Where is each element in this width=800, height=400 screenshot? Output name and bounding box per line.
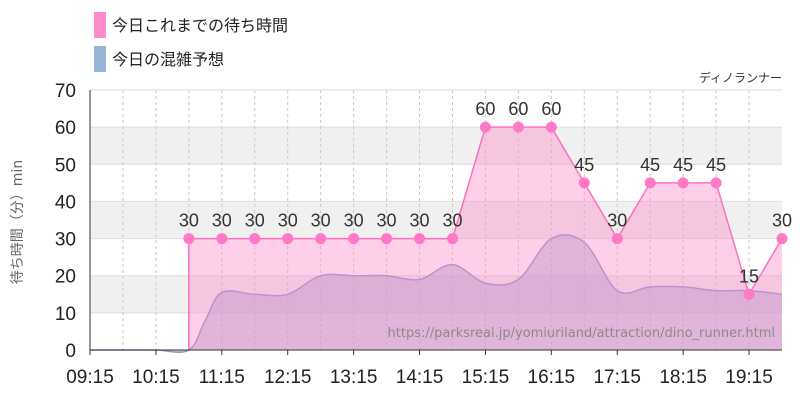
- actual-point: [414, 233, 426, 245]
- value-label: 45: [673, 155, 693, 175]
- actual-point: [446, 233, 458, 245]
- value-label: 30: [212, 211, 232, 231]
- actual-point: [479, 121, 491, 133]
- value-label: 30: [179, 211, 199, 231]
- x-tick-labels: 09:15 10:15 11:15 12:15 13:15 14:15 15:15 16:15…: [66, 350, 773, 388]
- x-tick-label: 11:15: [199, 367, 245, 388]
- x-tick-label: 15:15: [462, 367, 510, 388]
- legend: 今日これまでの待ち時間 今日の混雑予想: [94, 12, 288, 72]
- y-tick-label: 40: [55, 192, 76, 213]
- y-tick-label: 20: [55, 267, 76, 288]
- actual-point: [545, 121, 557, 133]
- value-label: 30: [442, 211, 462, 231]
- legend-label-actual: 今日これまでの待ち時間: [112, 16, 288, 35]
- y-tick-label: 50: [55, 155, 76, 176]
- actual-point: [512, 121, 524, 133]
- value-label: 30: [278, 211, 298, 231]
- value-label: 60: [475, 99, 495, 119]
- actual-point: [710, 177, 722, 189]
- x-tick-label: 16:15: [528, 367, 576, 388]
- legend-swatch-forecast: [94, 46, 106, 72]
- grid-band: [90, 127, 782, 165]
- y-tick-label: 0: [65, 341, 76, 362]
- value-label: 60: [541, 99, 561, 119]
- value-label: 45: [640, 155, 660, 175]
- actual-point: [743, 288, 755, 300]
- x-tick-label: 19:15: [725, 367, 773, 388]
- actual-point: [677, 177, 689, 189]
- x-tick-label: 09:15: [66, 367, 114, 388]
- forecast-series: [90, 233, 783, 353]
- y-tick-label: 10: [55, 304, 76, 325]
- actual-point: [315, 233, 327, 245]
- actual-point: [249, 233, 261, 245]
- x-tick-label: 12:15: [264, 367, 312, 388]
- value-label: 45: [574, 155, 594, 175]
- value-label: 60: [508, 99, 528, 119]
- actual-series: [183, 121, 788, 351]
- legend-label-forecast: 今日の混雑予想: [112, 50, 224, 69]
- x-tick-label: 13:15: [330, 367, 378, 388]
- value-label: 30: [344, 211, 364, 231]
- actual-point: [183, 233, 195, 245]
- value-label: 30: [245, 211, 265, 231]
- value-label: 30: [772, 211, 792, 231]
- actual-area: [188, 127, 782, 351]
- y-axis-label: 待ち時間（分）min: [10, 160, 26, 284]
- x-tick-label: 17:15: [593, 367, 641, 388]
- actual-point: [216, 233, 228, 245]
- actual-point: [348, 233, 360, 245]
- value-label: 30: [607, 211, 627, 231]
- forecast-line: [90, 233, 783, 353]
- grid-band: [90, 201, 782, 239]
- attraction-name: ディノランナー: [699, 70, 782, 85]
- y-tick-labels: 0 10 20 30 40 50 60 70: [55, 81, 76, 362]
- actual-point: [644, 177, 656, 189]
- axes: [89, 90, 782, 351]
- source-watermark: https://parksreal.jp/yomiuriland/attract…: [388, 326, 775, 341]
- legend-swatch-actual: [94, 12, 106, 38]
- value-label: 45: [706, 155, 726, 175]
- y-tick-label: 30: [55, 230, 76, 251]
- actual-point: [578, 177, 590, 189]
- forecast-area: [90, 234, 782, 353]
- value-label: 30: [410, 211, 430, 231]
- actual-point: [282, 233, 294, 245]
- value-labels: 30 30 30 30 30 30 30 30 30 60 60 60 45 30 45 45 45 15 30: [179, 99, 792, 286]
- value-label: 30: [311, 211, 331, 231]
- value-label: 30: [377, 211, 397, 231]
- x-tick-label: 14:15: [396, 367, 444, 388]
- x-tick-label: 18:15: [659, 367, 707, 388]
- actual-point: [611, 233, 623, 245]
- y-tick-label: 60: [55, 118, 76, 139]
- actual-point: [381, 233, 393, 245]
- y-tick-label: 70: [55, 81, 76, 102]
- value-label: 15: [739, 266, 759, 286]
- actual-point: [776, 233, 788, 245]
- x-tick-label: 10:15: [132, 367, 180, 388]
